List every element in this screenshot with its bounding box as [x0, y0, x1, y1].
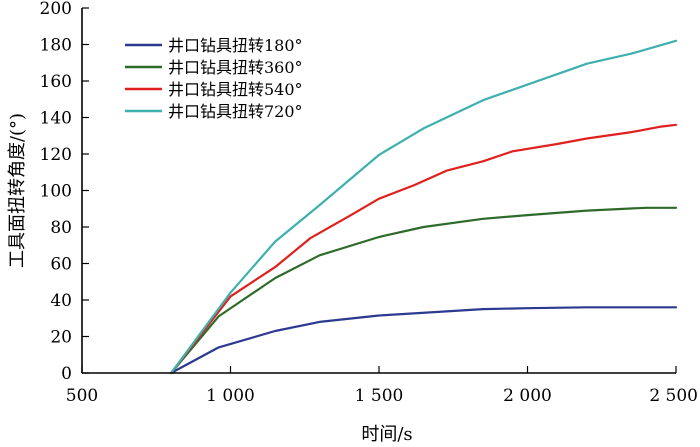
- x-tick-label: 2 000: [503, 386, 552, 406]
- y-axis-title: 工具面扭转角度/(°): [7, 113, 28, 268]
- y-tick-label: 80: [50, 218, 72, 238]
- series-line-4: [170, 39, 678, 375]
- x-tick-label: 1 500: [355, 386, 404, 406]
- x-axis-title: 时间/s: [361, 424, 412, 445]
- series-line-3: [170, 123, 678, 375]
- y-tick-label: 120: [40, 145, 72, 165]
- y-tick-label: 0: [61, 364, 72, 384]
- y-tick-label: 100: [40, 182, 72, 202]
- x-tick-label: 500: [66, 386, 98, 406]
- legend-label-1: 井口钻具扭转180°: [168, 36, 303, 55]
- series-line-1: [170, 306, 678, 375]
- y-tick-label: 140: [40, 109, 72, 129]
- axes: 0 20 40 60 80 100 120 140 160 180 200 500 1 000 1 500…: [40, 0, 698, 406]
- plot-area: [170, 39, 678, 375]
- legend-label-3: 井口钻具扭转540°: [168, 80, 303, 99]
- y-tick-label: 40: [50, 291, 72, 311]
- x-tick-label: 1 000: [206, 386, 255, 406]
- y-tick-label: 200: [40, 0, 72, 19]
- y-tick-label: 60: [50, 255, 72, 275]
- series-line-2: [170, 206, 678, 375]
- legend-label-2: 井口钻具扭转360°: [168, 58, 303, 77]
- legend: 井口钻具扭转180° 井口钻具扭转360° 井口钻具扭转540° 井口钻具扭转720°: [125, 36, 303, 121]
- y-tick-label: 180: [40, 36, 72, 56]
- y-tick-label: 160: [40, 72, 72, 92]
- x-tick-label: 2 500: [649, 386, 698, 406]
- y-tick-label: 20: [50, 328, 72, 348]
- legend-label-4: 井口钻具扭转720°: [168, 102, 303, 121]
